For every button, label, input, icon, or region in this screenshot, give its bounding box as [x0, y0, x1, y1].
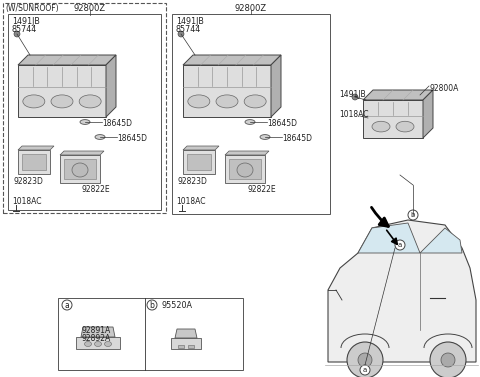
Ellipse shape	[396, 121, 414, 132]
Bar	[8, 14, 161, 210]
Ellipse shape	[216, 95, 238, 108]
Text: 92822E: 92822E	[82, 185, 110, 194]
Bar	[178, 345, 184, 348]
Ellipse shape	[188, 95, 210, 108]
Text: 1491JB: 1491JB	[176, 17, 204, 26]
Bar	[188, 345, 194, 348]
Ellipse shape	[260, 135, 270, 139]
Ellipse shape	[80, 120, 90, 124]
Text: a: a	[363, 367, 367, 373]
Circle shape	[62, 300, 72, 310]
Text: 1018AC: 1018AC	[339, 110, 369, 119]
Ellipse shape	[95, 135, 105, 139]
Circle shape	[147, 300, 157, 310]
Text: b: b	[411, 212, 415, 218]
Bar	[18, 150, 50, 174]
Ellipse shape	[51, 95, 73, 108]
Circle shape	[347, 342, 383, 377]
Polygon shape	[175, 329, 197, 338]
Polygon shape	[81, 327, 115, 337]
Bar	[60, 155, 100, 183]
Text: 1018AC: 1018AC	[176, 197, 205, 206]
Ellipse shape	[79, 95, 101, 108]
Polygon shape	[420, 228, 462, 253]
Circle shape	[441, 353, 455, 367]
Polygon shape	[423, 90, 433, 138]
Polygon shape	[328, 220, 476, 362]
Bar	[187, 154, 211, 170]
Text: 92822E: 92822E	[248, 185, 276, 194]
Circle shape	[358, 353, 372, 367]
Bar	[64, 159, 96, 179]
Text: 18645D: 18645D	[267, 119, 297, 128]
Circle shape	[360, 365, 370, 375]
Text: a: a	[398, 242, 402, 248]
Text: b: b	[150, 300, 155, 310]
Text: a: a	[65, 300, 70, 310]
Polygon shape	[225, 151, 269, 155]
Text: 92891A: 92891A	[82, 326, 111, 335]
Polygon shape	[18, 55, 116, 65]
Polygon shape	[363, 90, 433, 100]
Text: 92892A: 92892A	[82, 334, 111, 343]
Text: 18645D: 18645D	[282, 134, 312, 143]
Bar	[172, 14, 330, 214]
Bar	[3, 3, 166, 213]
Text: 92823D: 92823D	[14, 177, 44, 186]
Circle shape	[14, 31, 20, 37]
Text: 92823D: 92823D	[178, 177, 208, 186]
Circle shape	[430, 342, 466, 377]
Text: 85744: 85744	[176, 25, 201, 34]
Ellipse shape	[372, 121, 390, 132]
Text: 92800Z: 92800Z	[235, 4, 267, 13]
Text: 85744: 85744	[12, 25, 37, 34]
Ellipse shape	[95, 342, 101, 346]
Polygon shape	[106, 55, 116, 117]
Ellipse shape	[245, 120, 255, 124]
Ellipse shape	[72, 163, 88, 177]
Bar	[229, 159, 261, 179]
Bar	[58, 298, 243, 370]
Polygon shape	[18, 65, 106, 117]
Polygon shape	[183, 146, 219, 150]
Text: 1018AC: 1018AC	[12, 197, 41, 206]
Text: (W/SUNROOF): (W/SUNROOF)	[5, 4, 59, 13]
Polygon shape	[60, 151, 104, 155]
Text: 92800A: 92800A	[430, 84, 459, 93]
Ellipse shape	[84, 342, 92, 346]
Polygon shape	[271, 55, 281, 117]
Polygon shape	[18, 146, 54, 150]
Circle shape	[352, 94, 358, 100]
Polygon shape	[183, 65, 271, 117]
Ellipse shape	[23, 95, 45, 108]
Ellipse shape	[237, 163, 253, 177]
Polygon shape	[171, 338, 201, 349]
Polygon shape	[358, 223, 420, 253]
Circle shape	[395, 240, 405, 250]
Text: 92800Z: 92800Z	[74, 4, 106, 13]
Text: 1491JB: 1491JB	[12, 17, 40, 26]
Circle shape	[178, 31, 184, 37]
Polygon shape	[76, 337, 120, 349]
Ellipse shape	[244, 95, 266, 108]
Polygon shape	[183, 55, 281, 65]
Text: 95520A: 95520A	[162, 301, 193, 310]
Text: 1491JB: 1491JB	[339, 90, 366, 99]
Ellipse shape	[105, 342, 111, 346]
Polygon shape	[363, 100, 423, 138]
Bar	[225, 155, 265, 183]
Circle shape	[408, 210, 418, 220]
Text: 18645D: 18645D	[117, 134, 147, 143]
Bar	[183, 150, 215, 174]
Text: 18645D: 18645D	[102, 119, 132, 128]
Bar	[22, 154, 46, 170]
